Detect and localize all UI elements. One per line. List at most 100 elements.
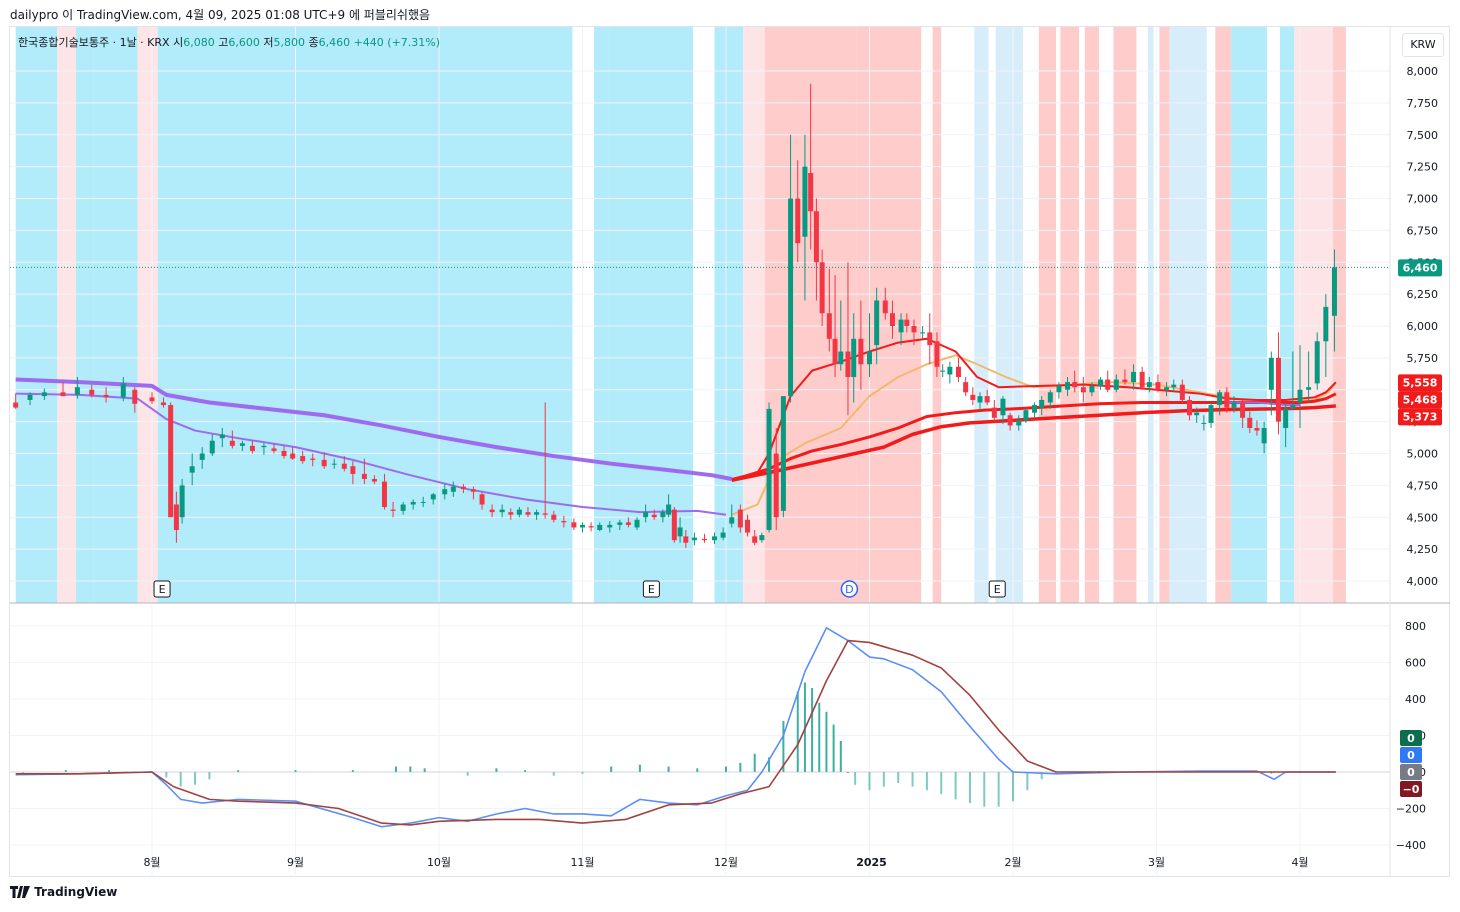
candle — [660, 509, 666, 523]
candle — [1146, 377, 1152, 393]
histogram-bar — [552, 772, 555, 776]
candle-body — [13, 402, 19, 408]
candle — [1155, 374, 1161, 393]
candle — [300, 450, 306, 464]
candle — [470, 486, 476, 500]
histogram-bar — [954, 772, 957, 800]
open-label: 시 — [173, 36, 184, 49]
candle — [1179, 379, 1185, 403]
earnings-marker-label: E — [648, 583, 655, 596]
candle-body — [1187, 399, 1193, 416]
candle — [41, 388, 47, 400]
price-tick-label: 4,750 — [1407, 479, 1439, 492]
candle-body — [209, 440, 215, 454]
candle-body — [1283, 408, 1289, 428]
time-axis: 8월 9월 10월 11월 12월 2025 2월 3월 4월 — [143, 856, 1308, 869]
earnings-marker-label: E — [159, 583, 166, 596]
currency-button[interactable]: KRW — [1402, 33, 1444, 57]
candle — [1275, 332, 1281, 435]
candle-body — [1240, 402, 1246, 418]
histogram-bar — [868, 772, 871, 791]
earnings-marker — [988, 580, 1006, 598]
candle-body — [41, 392, 47, 397]
histogram-bar — [667, 766, 670, 772]
band-blue — [157, 27, 573, 603]
candle — [1047, 389, 1053, 409]
ema-line-6 — [15, 392, 727, 516]
candle-body — [89, 389, 95, 395]
macd-value-text: −0 — [1403, 783, 1420, 796]
candle-body — [1105, 379, 1111, 390]
candle — [341, 456, 347, 472]
candle — [460, 484, 466, 494]
earnings-marker — [642, 580, 660, 598]
candle-body — [430, 494, 436, 500]
candle-body — [27, 394, 33, 400]
band-red — [1333, 27, 1346, 603]
candle-body — [671, 509, 677, 541]
candle-body — [882, 300, 888, 314]
candle — [977, 392, 983, 409]
candle — [795, 160, 801, 263]
candle-body — [808, 173, 814, 212]
candle-body — [1065, 382, 1071, 390]
macd-tick-label: 400 — [1405, 693, 1426, 706]
candle-body — [219, 434, 225, 439]
histogram-bar — [64, 770, 67, 772]
candle — [1306, 351, 1312, 403]
price-label-text: 5,558 — [1403, 376, 1438, 389]
candle — [239, 440, 245, 451]
signal-line — [15, 639, 1336, 826]
candle-body — [400, 504, 406, 511]
candle — [219, 428, 225, 448]
candle-body — [341, 463, 347, 469]
time-tick-label: 10월 — [427, 856, 451, 869]
price-label-box — [1398, 259, 1442, 277]
candle-body — [838, 351, 844, 365]
candle — [479, 491, 485, 510]
earnings-marker-label: E — [994, 583, 1001, 596]
candle-body — [927, 332, 933, 346]
candle — [249, 440, 255, 454]
candle-body — [1268, 357, 1274, 390]
tradingview-logo: TradingView — [10, 885, 117, 899]
candle — [607, 521, 613, 533]
candle-body — [420, 501, 426, 503]
candle-body — [1306, 387, 1312, 390]
candle — [390, 501, 396, 518]
candle — [1072, 370, 1078, 393]
candle-body — [173, 504, 179, 530]
candle — [927, 313, 933, 365]
candle-body — [858, 338, 864, 365]
band-red — [856, 27, 922, 603]
price-tick-label: 7,750 — [1407, 97, 1439, 110]
band-blue — [1279, 27, 1295, 603]
candle — [1080, 377, 1086, 403]
candle — [934, 332, 940, 377]
candle — [766, 402, 772, 533]
symbol-legend[interactable]: 한국종합기술보통주 · 1날 · KRX 시6,080 고6,600 저5,80… — [18, 34, 440, 50]
candle — [1065, 377, 1071, 397]
candle — [889, 300, 895, 339]
candle-body — [1007, 415, 1013, 426]
candle — [1032, 402, 1038, 418]
candle-body — [712, 536, 718, 541]
candle — [691, 532, 697, 546]
price-tick-label: 7,500 — [1407, 129, 1439, 142]
candle-body — [813, 211, 819, 263]
background-bands — [15, 27, 1346, 603]
open-value: 6,080 — [183, 36, 215, 49]
histogram-bar — [983, 772, 986, 807]
candle — [1247, 411, 1253, 434]
candle-body — [1208, 405, 1214, 423]
candle-body — [832, 338, 838, 365]
band-blue — [15, 27, 58, 603]
publish-caption: dailypro 이 TradingView.com, 4월 09, 2025 … — [10, 8, 431, 22]
candle-body — [904, 319, 910, 326]
candle-body — [120, 383, 126, 398]
candle-body — [683, 536, 689, 543]
price-tick-label: 6,250 — [1407, 288, 1439, 301]
histogram-bar — [1040, 772, 1043, 780]
candle — [851, 313, 857, 403]
